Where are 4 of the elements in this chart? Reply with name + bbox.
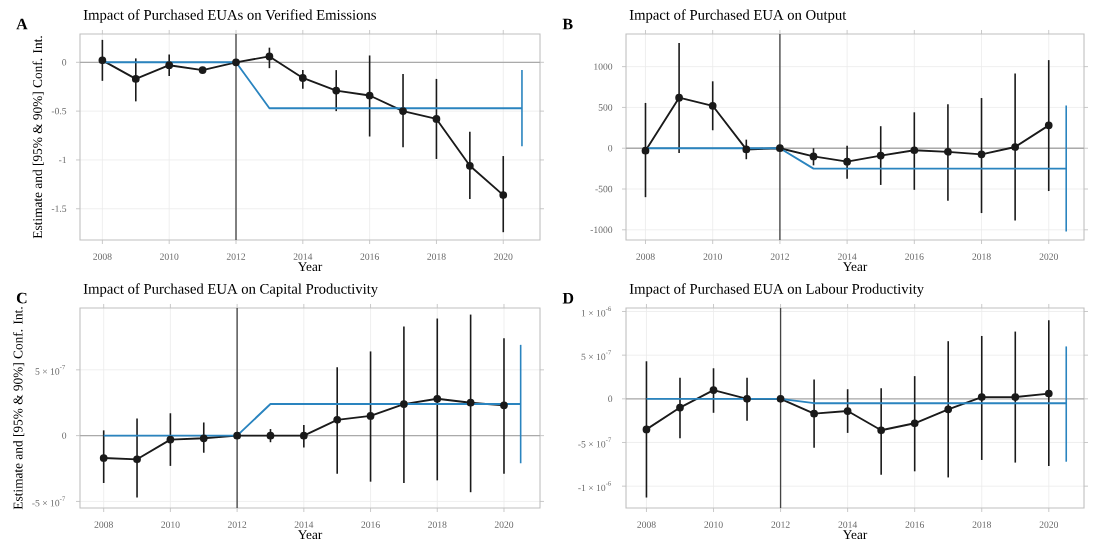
text: C: [16, 292, 27, 304]
text: A: [16, 18, 28, 30]
text: B: [562, 18, 573, 30]
text: D: [562, 292, 574, 304]
